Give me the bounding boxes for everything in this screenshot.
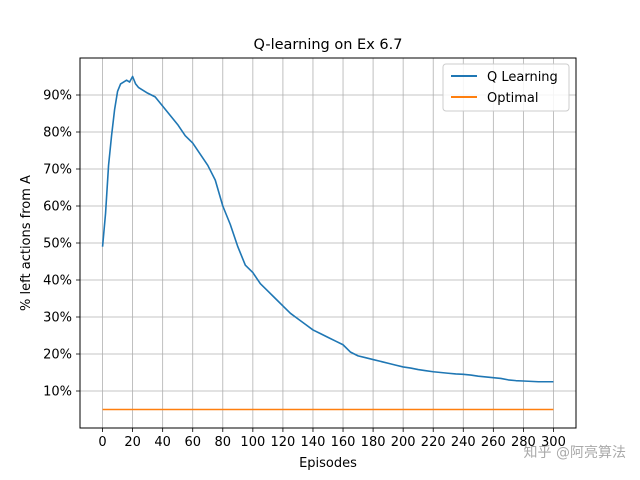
x-tick-label: 220 [421, 435, 446, 450]
y-tick-label: 40% [43, 274, 72, 289]
x-tick-label: 140 [301, 435, 326, 450]
x-tick-label: 240 [451, 435, 476, 450]
chart-title: Q-learning on Ex 6.7 [254, 37, 403, 53]
series-layer [101, 75, 554, 411]
x-tick-label: 60 [184, 435, 201, 450]
y-tick-label: 60% [43, 200, 72, 215]
x-tick-label: 0 [98, 435, 106, 450]
legend-label-optimal: Optimal [487, 91, 538, 106]
y-tick-label: 90% [43, 89, 72, 104]
y-axis-label: % left actions from A [19, 175, 34, 311]
x-axis: 0 20 40 60 80 100 120 140 160 180 200 220 240 260 280 3… [98, 428, 566, 450]
x-tick-label: 100 [240, 435, 265, 450]
series-line-q-learning [101, 75, 554, 383]
x-tick-label: 260 [481, 435, 506, 450]
x-tick-label: 40 [154, 435, 171, 450]
legend: Q Learning Optimal [442, 63, 570, 112]
x-tick-label: 120 [270, 435, 295, 450]
y-tick-label: 30% [43, 311, 72, 326]
x-tick-label: 80 [215, 435, 232, 450]
y-tick-label: 50% [43, 237, 72, 252]
y-tick-label: 20% [43, 348, 72, 363]
x-tick-label: 180 [361, 435, 386, 450]
x-tick-label: 300 [541, 435, 566, 450]
y-axis: 10% 20% 30% 40% 50% 60% 70% 80% 90% [43, 89, 80, 400]
x-tick-label: 20 [124, 435, 141, 450]
y-grid [80, 94, 576, 392]
y-tick-label: 70% [43, 163, 72, 178]
y-tick-label: 10% [43, 385, 72, 400]
x-tick-label: 200 [391, 435, 416, 450]
y-tick-label: 80% [43, 126, 72, 141]
legend-label-q-learning: Q Learning [487, 70, 558, 85]
watermark: 知乎 @阿亮算法 [523, 445, 626, 461]
x-tick-label: 160 [331, 435, 356, 450]
x-tick-label: 280 [511, 435, 536, 450]
x-axis-label: Episodes [299, 456, 357, 471]
